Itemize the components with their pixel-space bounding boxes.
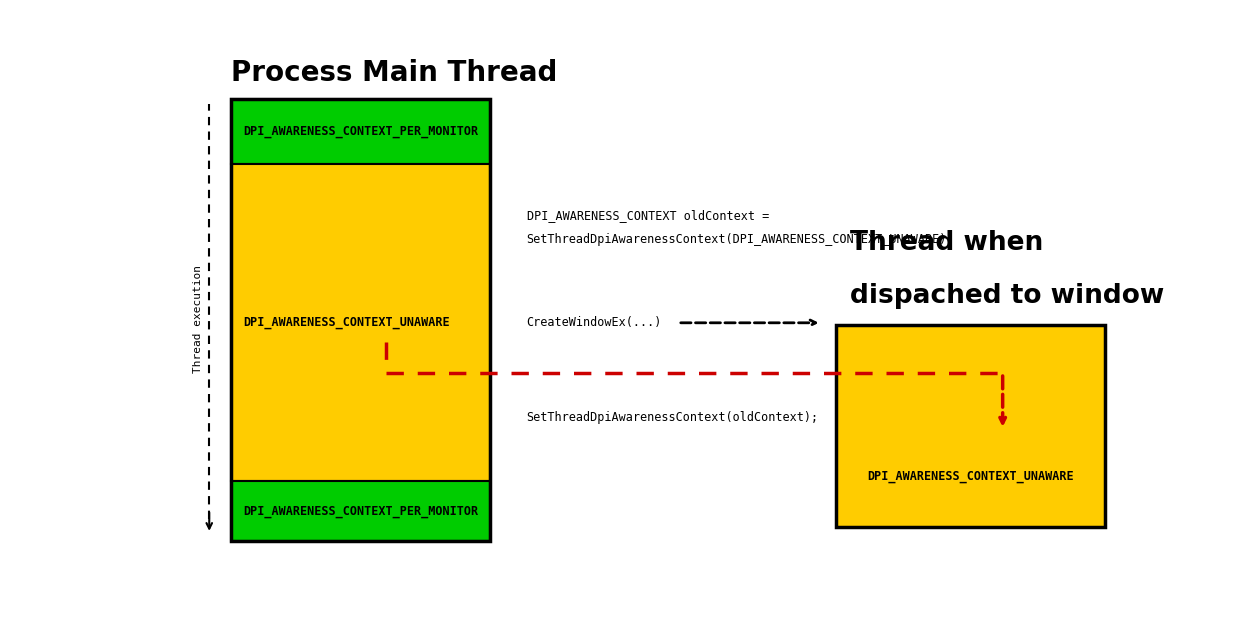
Text: DPI_AWARENESS_CONTEXT_PER_MONITOR: DPI_AWARENESS_CONTEXT_PER_MONITOR: [243, 125, 479, 138]
Text: Process Main Thread: Process Main Thread: [231, 59, 557, 87]
Text: SetThreadDpiAwarenessContext(DPI_AWARENESS_CONTEXT_UNAWARE);: SetThreadDpiAwarenessContext(DPI_AWARENE…: [527, 233, 954, 246]
Text: Thread execution: Thread execution: [193, 265, 203, 373]
Bar: [837, 324, 1105, 527]
Text: DPI_AWARENESS_CONTEXT_PER_MONITOR: DPI_AWARENESS_CONTEXT_PER_MONITOR: [243, 505, 479, 517]
Text: DPI_AWARENESS_CONTEXT oldContext =: DPI_AWARENESS_CONTEXT oldContext =: [527, 209, 769, 222]
Bar: [231, 99, 489, 164]
Text: dispached to window: dispached to window: [849, 283, 1164, 309]
Text: Thread when: Thread when: [849, 230, 1043, 256]
Bar: [231, 481, 489, 541]
Text: DPI_AWARENESS_CONTEXT_UNAWARE: DPI_AWARENESS_CONTEXT_UNAWARE: [867, 470, 1074, 482]
Text: SetThreadDpiAwarenessContext(oldContext);: SetThreadDpiAwarenessContext(oldContext)…: [527, 411, 819, 424]
Text: DPI_AWARENESS_CONTEXT_UNAWARE: DPI_AWARENESS_CONTEXT_UNAWARE: [243, 316, 450, 329]
Bar: [231, 164, 489, 481]
Text: CreateWindowEx(...): CreateWindowEx(...): [527, 316, 662, 329]
Bar: [231, 99, 489, 541]
